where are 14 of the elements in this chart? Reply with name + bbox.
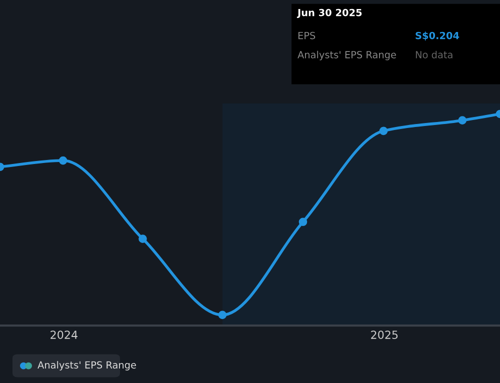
point: [58, 156, 68, 165]
point: [298, 218, 308, 226]
point: [458, 116, 467, 124]
text: S$0.204: [416, 32, 460, 40]
point: [138, 234, 147, 243]
x-tick-label: 2025: [371, 330, 398, 340]
text: No data: [416, 50, 452, 58]
point: [379, 126, 388, 136]
text: EPS: [298, 32, 316, 40]
text: Analysts' EPS Range: [38, 361, 136, 370]
x-tick-label: 2024: [50, 330, 78, 340]
text: Analysts' EPS Range: [298, 50, 396, 60]
text: Jun 30 2025: [296, 8, 362, 18]
point: [218, 310, 227, 320]
